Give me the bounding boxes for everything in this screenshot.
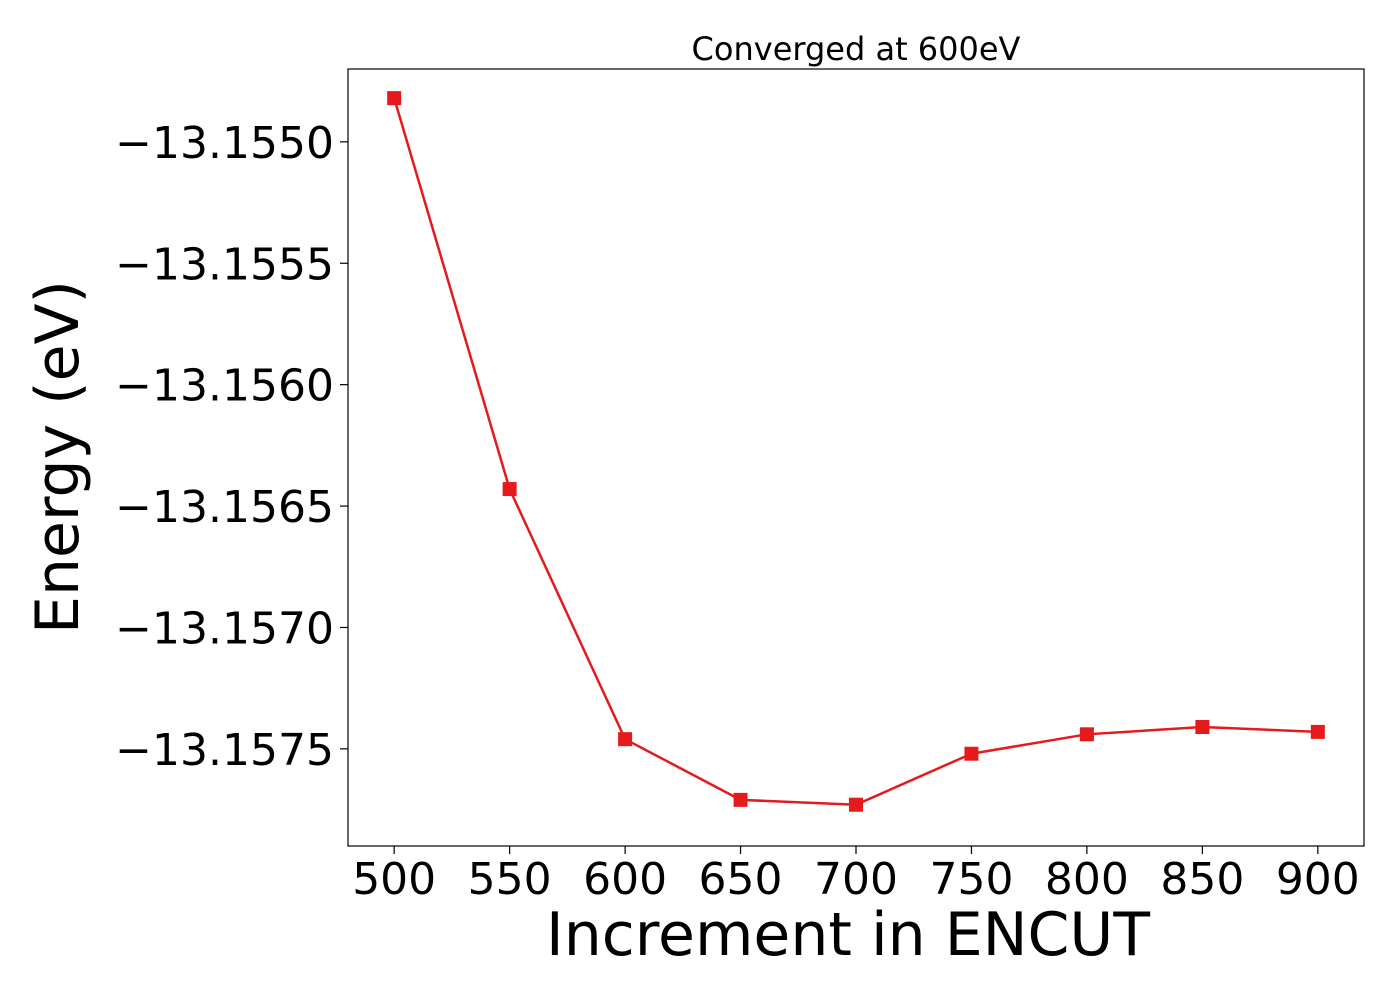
x-tick-label: 600	[583, 854, 667, 905]
x-tick-label: 900	[1276, 854, 1360, 905]
data-point-marker	[1079, 727, 1094, 742]
plot-frame	[347, 68, 1365, 847]
data-point-marker	[1195, 720, 1210, 735]
x-axis-label: Increment in ENCUT	[546, 900, 1150, 970]
data-point-marker	[849, 797, 863, 812]
y-tick-label: −13.1575	[115, 725, 334, 776]
x-tick-label: 700	[814, 854, 898, 905]
x-tick-label: 800	[1045, 854, 1129, 905]
data-point-marker	[387, 91, 402, 106]
x-tick-label: 500	[352, 854, 436, 905]
plot-area: 500 550 600 650 700 750 800 850 900 −13.1550 −13.1…	[115, 91, 1360, 905]
x-tick-label: 850	[1160, 854, 1244, 905]
chart-title: Converged at 600eV	[692, 30, 1021, 68]
x-tick-label: 650	[699, 854, 783, 905]
y-tick-label: −13.1570	[115, 603, 334, 654]
data-point-marker	[964, 746, 979, 761]
y-tick-label: −13.1565	[115, 482, 334, 533]
data-point-marker	[733, 792, 748, 807]
y-tick-label: −13.1560	[115, 361, 334, 412]
data-point-marker	[618, 732, 633, 747]
y-tick-label: −13.1555	[115, 239, 334, 290]
data-point-marker	[1310, 724, 1325, 739]
data-point-marker	[502, 482, 517, 497]
y-tick-label: −13.1550	[115, 118, 334, 169]
x-tick-label: 750	[929, 854, 1013, 905]
x-tick-label: 550	[468, 854, 552, 905]
series-line	[392, 97, 1318, 806]
y-axis-label: Energy (eV)	[23, 280, 93, 634]
